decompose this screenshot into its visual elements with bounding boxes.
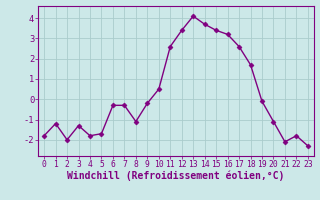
- X-axis label: Windchill (Refroidissement éolien,°C): Windchill (Refroidissement éolien,°C): [67, 171, 285, 181]
